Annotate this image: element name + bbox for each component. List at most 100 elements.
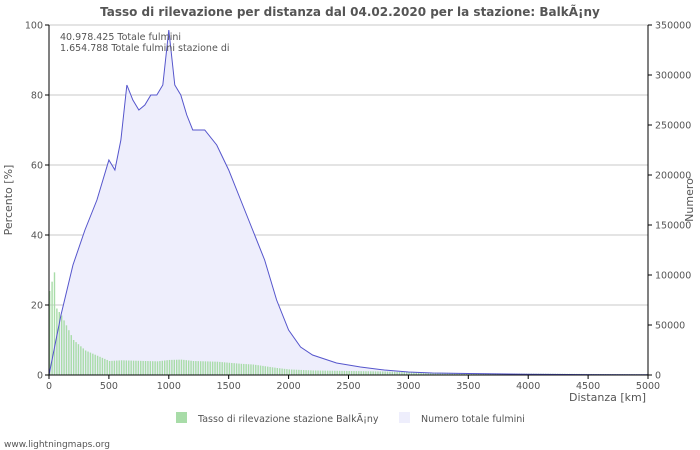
detection-rate-bar [255,364,257,375]
detection-rate-bar [468,373,470,375]
detection-rate-bar [199,361,202,375]
y-right-tick-label: 0 [655,371,661,382]
detection-rate-bar [377,371,379,375]
detection-rate-bar [84,350,87,375]
detection-rate-bar [422,372,425,375]
detection-rate-bar [159,361,161,375]
x-tick-label: 500 [100,381,118,392]
y-left-tick-label: 60 [31,161,43,172]
detection-rate-bar [305,370,307,375]
detection-rate-bar [379,371,382,375]
detection-rate-bar [367,371,370,375]
detection-rate-bar [262,365,264,375]
y-left-tick-label: 100 [25,21,43,32]
detection-rate-bar [195,361,197,375]
detection-rate-bar [238,363,240,375]
annotation-station: 1.654.788 Totale fulmini stazione di [60,43,230,54]
detection-rate-bar [101,357,104,375]
detection-rate-bar [75,342,77,375]
y-right-tick-label: 300000 [655,71,691,82]
detection-rate-bar [144,361,147,375]
detection-rate-bar [111,360,113,375]
detection-rate-bar [319,370,322,375]
detection-rate-bar [51,281,53,375]
x-tick-label: 3000 [396,381,420,392]
detection-rate-bar [154,361,156,375]
right-axis-ticks: 0 50000 100000 150000 200000 250000 300000 3500… [648,21,691,382]
detection-rate-bar [410,372,413,375]
y-right-tick-label: 100000 [655,271,691,282]
detection-rate-bar [77,344,80,375]
detection-rate-bar [185,360,187,375]
total-strikes-line [48,29,649,376]
legend: Tasso di rilevazione stazione BalkÃ¡ny N… [176,412,525,425]
detection-rate-bar [346,370,348,375]
detection-rate-bar [427,372,429,375]
detection-rate-bar [65,325,68,375]
detection-rate-bar [358,371,360,375]
detection-rate-bar [389,371,391,375]
detection-rate-bar [281,368,283,375]
detection-rate-bar [204,361,207,375]
detection-rate-bar [106,359,108,375]
y-right-tick-label: 50000 [655,321,685,332]
detection-rate-bar [334,370,336,375]
detection-rate-bar [415,372,417,375]
x-tick-label: 1500 [217,381,241,392]
detection-rate-bar [166,360,168,375]
detection-rate-bar [245,364,247,375]
detection-rate-bar [149,361,152,375]
detection-rate-bar [72,340,75,375]
detection-rate-bar [118,360,120,375]
detection-rate-bar [276,368,279,375]
detection-rate-bar [99,356,101,375]
detection-rate-bar [312,370,314,375]
detection-rate-bar [449,372,451,375]
detection-rate-bar [362,371,365,375]
detection-rate-bar [324,370,326,375]
detection-rate-bar [288,369,290,375]
detection-rate-bar [94,354,96,375]
detection-rate-bar [348,370,350,375]
detection-rate-bar [53,272,56,375]
detection-rate-bar [420,372,422,375]
detection-rate-bar [58,312,60,375]
y-left-tick-label: 40 [31,231,43,242]
detection-rate-bar [480,373,482,375]
y-left-tick-label: 20 [31,301,43,312]
detection-rate-bar [87,351,89,375]
detection-rate-bar [408,372,410,375]
detection-rate-bar [70,335,72,375]
detection-rate-bar [384,371,386,375]
detection-rate-bar [135,360,137,375]
detection-rate-bar [190,360,192,375]
plot-area: 0 500 1000 1500 2000 2500 3000 3500 4000 4500 5000… [25,21,691,393]
detection-rate-bar [228,362,231,375]
watermark: www.lightningmaps.org [4,440,110,450]
x-tick-label: 2500 [336,381,360,392]
detection-rate-bar [451,372,453,375]
detection-rate-bar [68,330,70,375]
detection-rate-bar [274,367,276,375]
detection-rate-bar [209,361,211,375]
detection-rate-bar [243,363,245,375]
detection-rate-bar [425,372,427,375]
detection-rate-bar [286,369,288,375]
detection-rate-bar [92,353,94,375]
detection-rate-bar [394,371,396,375]
detection-rate-bar [370,371,372,375]
detection-rate-bar [441,372,444,375]
detection-rate-bar [128,360,130,375]
detection-rate-bar [80,346,82,375]
detection-rate-bar [187,360,190,375]
detection-rate-bar [96,355,99,375]
detection-rate-bar [211,361,214,375]
detection-rate-bar [326,370,329,375]
detection-rate-bar [137,360,140,375]
y-left-tick-label: 0 [37,371,43,382]
detection-rate-bar [175,359,178,375]
detection-rate-bar [322,370,324,375]
detection-rate-bar [123,360,125,375]
detection-rate-bar [338,370,341,375]
detection-rate-bar [417,372,420,375]
